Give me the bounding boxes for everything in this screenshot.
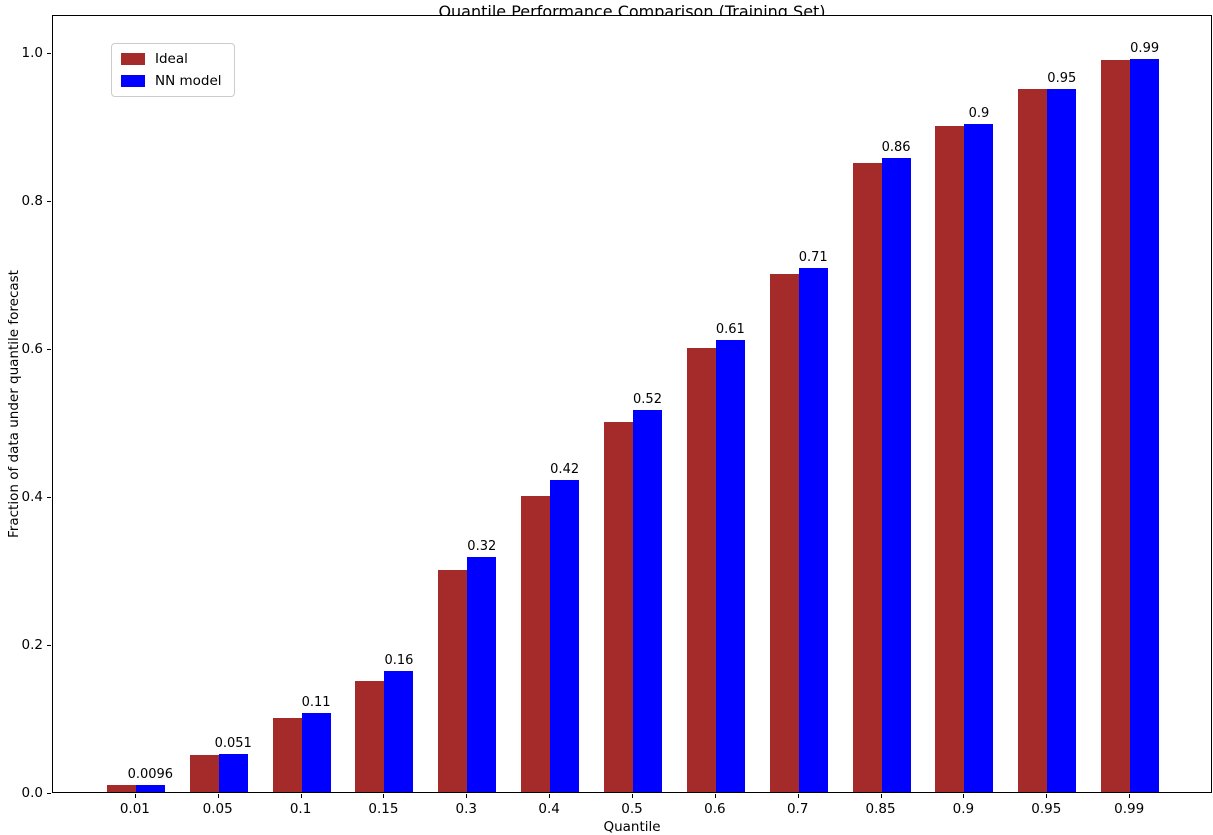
legend-entry-ideal: Ideal	[121, 51, 222, 67]
y-tick-label-1.0: 1.0	[21, 45, 43, 62]
x-tick-label-0.4: 0.4	[538, 801, 560, 817]
bar-nn-model-0.01	[135, 784, 165, 792]
bar-nn-model-0.7	[798, 267, 828, 792]
y-tick-label-0.2: 0.2	[21, 637, 43, 654]
bar-value-label-0.9: 0.9	[968, 106, 990, 122]
bar-value-label-0.7: 0.71	[798, 249, 828, 265]
x-tick-mark-0.1	[300, 794, 302, 798]
y-tick-mark-0.6	[47, 349, 51, 351]
bar-nn-model-0.1	[301, 712, 331, 792]
x-tick-label-0.15: 0.15	[368, 801, 399, 817]
bar-nn-model-0.95	[1047, 88, 1077, 792]
y-axis-label: Fraction of data under quantile forecast	[6, 270, 22, 538]
bar-ideal-0.7	[769, 274, 799, 792]
x-tick-label-0.01: 0.01	[119, 801, 150, 817]
bar-value-label-0.5: 0.52	[633, 391, 662, 407]
x-tick-label-0.95: 0.95	[1031, 801, 1062, 817]
bar-ideal-0.05	[189, 755, 219, 792]
legend-label: Ideal	[155, 51, 188, 67]
bar-value-label-0.99: 0.99	[1130, 41, 1160, 57]
bar-value-label-0.95: 0.95	[1047, 70, 1077, 86]
bar-ideal-0.5	[604, 422, 633, 792]
bar-ideal-0.9	[935, 126, 965, 792]
x-tick-label-0.3: 0.3	[455, 801, 478, 817]
bar-nn-model-0.5	[633, 409, 662, 792]
x-tick-mark-0.3	[466, 794, 468, 798]
x-tick-label-0.5: 0.5	[621, 801, 643, 817]
legend: Ideal NN model	[111, 43, 235, 97]
x-tick-label-0.7: 0.7	[786, 801, 809, 817]
bar-value-label-0.85: 0.86	[881, 140, 911, 156]
bar-value-label-0.15: 0.16	[384, 653, 414, 669]
bar-value-label-0.1: 0.11	[301, 694, 331, 710]
bar-nn-model-0.9	[964, 124, 994, 792]
y-tick-mark-0.8	[47, 201, 51, 203]
x-tick-mark-0.4	[549, 794, 551, 798]
x-axis-label: Quantile	[603, 819, 661, 835]
y-tick-label-0.4: 0.4	[21, 489, 43, 506]
x-tick-mark-0.9	[963, 794, 965, 798]
legend-swatch-icon	[121, 75, 145, 87]
bar-ideal-0.4	[521, 496, 551, 792]
bar-value-label-0.3: 0.32	[467, 538, 497, 554]
y-tick-label-0.0: 0.0	[21, 785, 43, 801]
legend-swatch-icon	[121, 53, 145, 65]
x-tick-mark-0.85	[880, 794, 882, 798]
x-tick-label-0.85: 0.85	[865, 801, 896, 817]
x-tick-label-0.05: 0.05	[202, 801, 233, 817]
bar-ideal-0.1	[272, 718, 302, 792]
x-tick-label-0.99: 0.99	[1114, 801, 1145, 817]
x-tick-label-0.1: 0.1	[289, 801, 312, 817]
bar-nn-model-0.05	[218, 754, 248, 792]
bar-ideal-0.3	[438, 570, 468, 792]
legend-label: NN model	[155, 73, 222, 89]
bar-nn-model-0.6	[715, 340, 745, 792]
y-tick-label-0.8: 0.8	[21, 193, 43, 210]
bar-value-label-0.01: 0.0096	[127, 766, 174, 782]
bar-nn-model-0.85	[881, 158, 911, 792]
x-tick-mark-0.05	[217, 794, 219, 798]
x-tick-mark-0.99	[1129, 794, 1131, 798]
y-tick-label-0.6: 0.6	[21, 341, 43, 358]
bar-value-label-0.6: 0.61	[715, 322, 745, 338]
x-tick-mark-0.95	[1046, 794, 1048, 798]
bar-ideal-0.95	[1018, 89, 1048, 792]
bar-nn-model-0.99	[1130, 59, 1160, 792]
bar-ideal-0.01	[106, 784, 136, 792]
x-tick-label-0.9: 0.9	[952, 801, 975, 817]
x-tick-mark-0.7	[797, 794, 799, 798]
x-tick-mark-0.5	[632, 794, 633, 798]
bar-nn-model-0.4	[550, 479, 580, 792]
x-tick-mark-0.01	[134, 794, 136, 798]
x-tick-label-0.6: 0.6	[704, 801, 726, 817]
bar-ideal-0.85	[852, 163, 882, 792]
bar-value-label-0.05: 0.051	[214, 736, 252, 752]
bar-value-label-0.4: 0.42	[550, 461, 580, 477]
bar-ideal-0.15	[355, 681, 385, 792]
y-tick-mark-0.0	[47, 793, 51, 794]
plot-area: Ideal NN model 0.0096 0.051 0.11 0.16 0.32 0.4…	[52, 15, 1212, 793]
x-tick-mark-0.15	[383, 794, 385, 798]
y-tick-mark-0.2	[47, 645, 51, 647]
x-tick-mark-0.6	[714, 794, 716, 798]
bar-ideal-0.99	[1101, 59, 1131, 792]
bar-nn-model-0.3	[467, 556, 497, 792]
bar-nn-model-0.15	[384, 671, 414, 792]
y-tick-mark-1.0	[47, 53, 51, 55]
legend-entry-nn-model: NN model	[121, 73, 222, 89]
bar-ideal-0.6	[686, 348, 716, 792]
y-tick-mark-0.4	[47, 497, 51, 499]
